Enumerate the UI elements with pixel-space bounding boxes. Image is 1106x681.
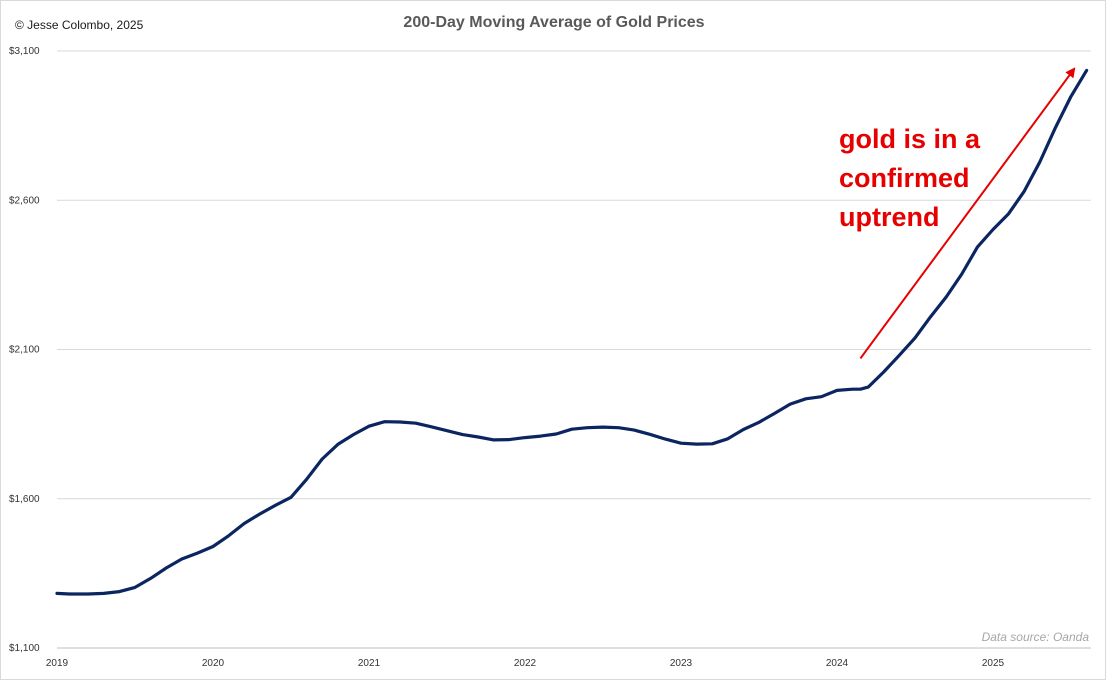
annotation-text: gold is in a <box>839 124 981 154</box>
x-tick-label: 2022 <box>514 658 537 669</box>
copyright-notice: © Jesse Colombo, 2025 <box>15 18 144 32</box>
y-tick-label: $2,100 <box>9 345 40 356</box>
x-tick-label: 2023 <box>670 658 693 669</box>
y-tick-label: $2,600 <box>9 195 40 206</box>
uptrend-arrow <box>859 67 1076 360</box>
x-tick-label: 2025 <box>982 658 1005 669</box>
x-tick-label: 2020 <box>202 658 225 669</box>
annotation-text: confirmed <box>839 163 970 193</box>
chart-title: 200-Day Moving Average of Gold Prices <box>403 14 705 31</box>
y-tick-label: $3,100 <box>9 46 40 57</box>
annotation-text: uptrend <box>839 202 940 232</box>
x-tick-label: 2019 <box>46 658 69 669</box>
data-source-note: Data source: Oanda <box>982 630 1090 644</box>
y-tick-label: $1,100 <box>9 643 40 654</box>
gold-200dma-line <box>55 68 1089 596</box>
x-tick-label: 2021 <box>358 658 381 669</box>
y-tick-label: $1,600 <box>9 494 40 505</box>
x-tick-label: 2024 <box>826 658 849 669</box>
